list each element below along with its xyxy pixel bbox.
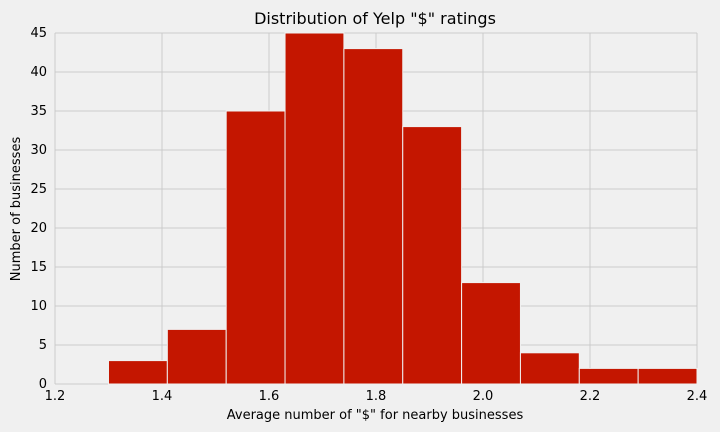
y-tick-label: 30 bbox=[30, 143, 47, 158]
histogram-bar bbox=[166, 328, 227, 385]
y-tick-label: 35 bbox=[30, 104, 47, 119]
histogram-bar bbox=[461, 282, 521, 385]
histogram-bar bbox=[578, 367, 639, 385]
chart-title: Distribution of Yelp "$" ratings bbox=[254, 9, 496, 28]
x-tick-label: 2.0 bbox=[473, 389, 494, 404]
histogram-bar bbox=[108, 360, 168, 385]
x-tick-label: 1.2 bbox=[45, 389, 66, 404]
y-tick-label: 10 bbox=[30, 299, 47, 314]
y-tick-label: 20 bbox=[30, 221, 47, 236]
y-tick-label: 45 bbox=[30, 26, 47, 41]
histogram-bar bbox=[225, 110, 286, 385]
histogram-bar bbox=[519, 352, 580, 385]
histogram-bars bbox=[108, 32, 698, 385]
y-tick-label: 5 bbox=[39, 338, 47, 353]
y-tick-label: 0 bbox=[39, 377, 47, 392]
y-tick-label: 25 bbox=[30, 182, 47, 197]
histogram-bar bbox=[402, 126, 463, 385]
x-tick-label: 1.6 bbox=[259, 389, 280, 404]
x-tick-label: 1.8 bbox=[366, 389, 387, 404]
histogram-bar bbox=[343, 48, 404, 385]
x-tick-label: 1.4 bbox=[152, 389, 173, 404]
histogram-bar bbox=[284, 32, 345, 385]
x-tick-label: 2.2 bbox=[580, 389, 601, 404]
tick-labels: 0 5 10 15 20 25 30 35 40 45 1.2 1.4 1.6 1.8 2.0 2.2 2.4 bbox=[30, 26, 707, 404]
x-axis-label: Average number of "$" for nearby busines… bbox=[227, 408, 524, 423]
y-axis-label: Number of businesses bbox=[9, 137, 24, 282]
y-tick-label: 40 bbox=[30, 65, 47, 80]
histogram-bar bbox=[637, 367, 698, 385]
x-tick-label: 2.4 bbox=[687, 389, 708, 404]
y-tick-label: 15 bbox=[30, 260, 47, 275]
